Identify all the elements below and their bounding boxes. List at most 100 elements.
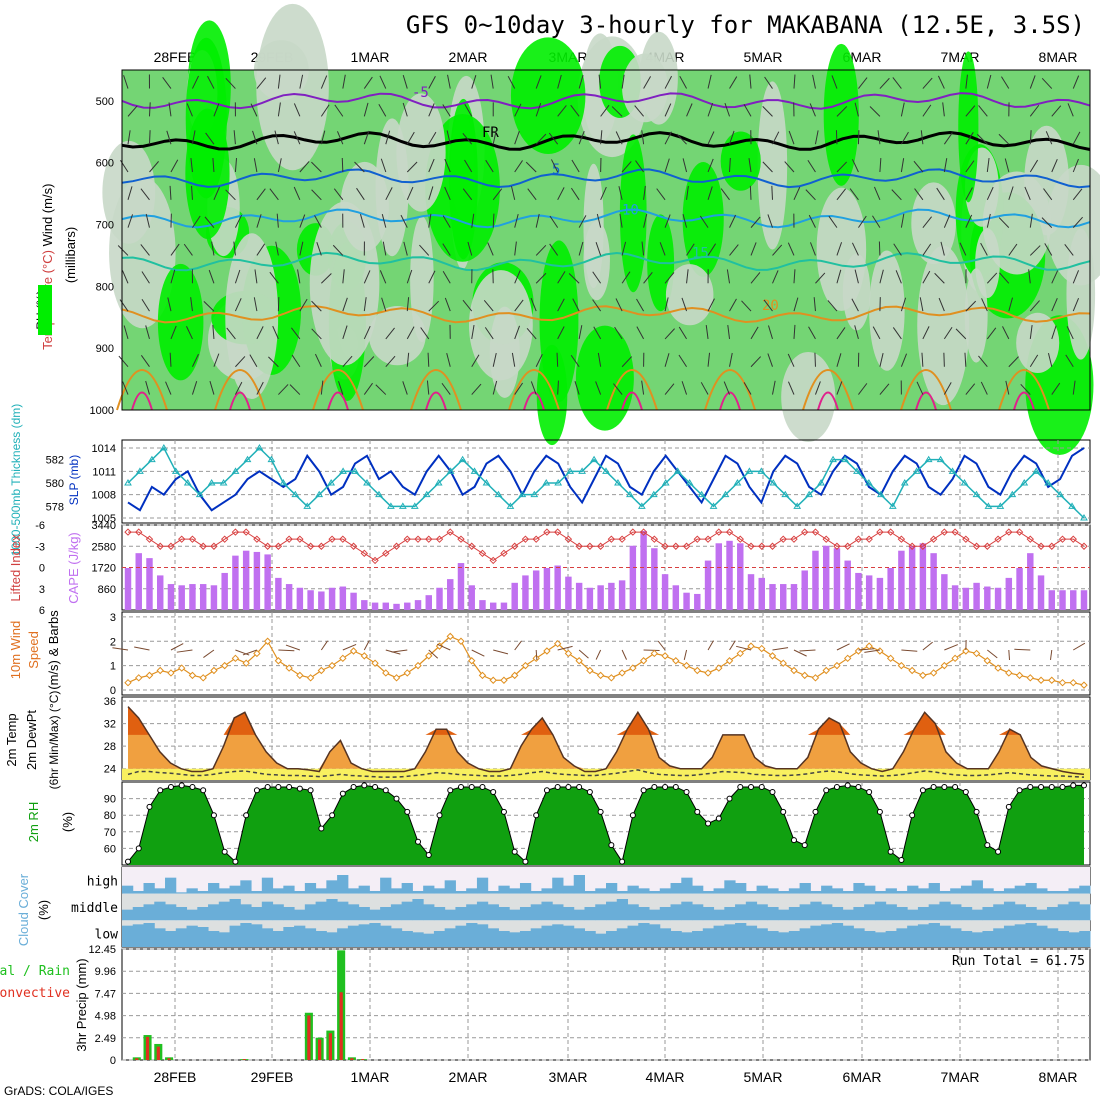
li-point — [747, 542, 755, 550]
cloud-bar-low — [186, 925, 198, 947]
thickness-point — [626, 490, 634, 498]
cloud-bar-high — [649, 891, 661, 894]
cape-bar — [812, 550, 819, 610]
wind-barb — [334, 104, 344, 117]
cloud-bar-middle — [552, 904, 564, 921]
thickness-point — [566, 467, 575, 474]
wind-barb — [253, 297, 258, 312]
rh-contour-blob — [410, 216, 434, 343]
cloud-bar-high — [1014, 885, 1026, 894]
li-point — [135, 528, 143, 536]
wind-speed-point — [672, 657, 680, 665]
li-point — [253, 535, 261, 543]
wind-speed-point — [768, 652, 777, 660]
cloud-bar-high — [1036, 888, 1048, 894]
wind-barb — [492, 130, 497, 145]
cape-bar — [704, 560, 712, 610]
cloud-bar-low — [122, 925, 134, 947]
thickness-point — [267, 455, 276, 463]
rh-tick: 70 — [104, 827, 116, 839]
cloud-bar-middle — [1003, 901, 1016, 921]
rh2m-point — [1048, 783, 1055, 790]
wind-barb — [681, 297, 688, 312]
wind-barb — [772, 131, 780, 145]
wind-barb — [851, 242, 859, 256]
temperature-contour — [121, 130, 1091, 151]
rh-contour-blob — [368, 306, 426, 366]
cape-bar — [221, 572, 228, 610]
wind-speed-point — [994, 664, 1002, 672]
rh2m-label: 2m RH — [26, 802, 41, 842]
wind-barb — [879, 352, 884, 367]
wind-barb — [420, 327, 430, 340]
cape-bar — [296, 587, 304, 610]
li-point — [1037, 542, 1045, 550]
thickness-point — [124, 479, 132, 486]
wind-barb — [643, 76, 652, 89]
wind-barb — [869, 106, 881, 117]
cloud-bar-middle — [756, 904, 768, 921]
cloud-bar-high — [423, 885, 435, 894]
cape-bar — [135, 553, 142, 610]
cloud-bar-high — [627, 885, 639, 894]
wind-barb — [359, 214, 365, 228]
wind-barb — [793, 297, 799, 312]
li-point — [145, 535, 154, 543]
wind-barb — [535, 75, 542, 89]
wind-barb — [170, 243, 180, 256]
precip-convective-bar — [361, 1059, 365, 1060]
rh2m-point — [329, 812, 336, 819]
rh2m-point — [576, 783, 583, 790]
wind-barb — [707, 131, 715, 145]
cloud-bar-low — [380, 925, 392, 947]
wind-speed-point — [908, 666, 916, 675]
wind-barb — [872, 215, 881, 228]
wind-speed-point — [349, 647, 358, 655]
wind-barb — [729, 130, 735, 145]
cloud-bar-middle — [208, 904, 220, 921]
wind-barb — [678, 354, 687, 367]
wind-barb — [1029, 324, 1033, 339]
thickness-point — [972, 490, 981, 498]
wind-barb — [726, 269, 731, 284]
wind-barb — [225, 189, 236, 201]
thickness-point — [148, 455, 156, 463]
wind-barb — [1029, 75, 1036, 89]
wind-barb — [514, 160, 523, 173]
wind-barb — [557, 271, 566, 284]
cape-bar — [447, 579, 454, 610]
cloud-bar-high — [799, 883, 811, 894]
rh-contour-blob — [157, 263, 204, 381]
contour-label: 15 — [692, 246, 709, 262]
li-point — [242, 528, 250, 536]
wind-barb — [1002, 326, 1010, 340]
wind-barb — [836, 327, 846, 340]
cloud-bar-middle — [821, 904, 833, 921]
wind-barb — [965, 187, 973, 201]
wind-barb — [382, 241, 387, 256]
surface-wind-barb — [235, 649, 250, 656]
wind-barb — [1020, 383, 1031, 395]
wind-barb — [406, 186, 414, 201]
temperature-contour — [121, 251, 1091, 272]
cloud-bar-middle — [444, 909, 456, 921]
wind-barb — [943, 158, 948, 173]
wind-barb — [320, 104, 330, 117]
wind-barb — [462, 133, 473, 145]
wind-barb — [381, 297, 387, 312]
li-point — [886, 528, 895, 536]
cape-bar — [608, 582, 615, 610]
li-point — [994, 535, 1002, 543]
wind-tick: 0 — [110, 685, 116, 697]
cape-bar — [715, 543, 723, 610]
wind-barb — [406, 161, 418, 173]
cape-bar — [199, 584, 207, 610]
cloud-bar-middle — [627, 904, 639, 921]
wind-barb — [462, 188, 473, 201]
temp-label-a: 2m Temp — [4, 713, 19, 766]
wind-barb — [682, 158, 688, 173]
wind-barb — [986, 272, 998, 284]
wind-barb — [922, 104, 932, 117]
wind-barb — [707, 186, 713, 200]
li-point — [371, 556, 379, 565]
